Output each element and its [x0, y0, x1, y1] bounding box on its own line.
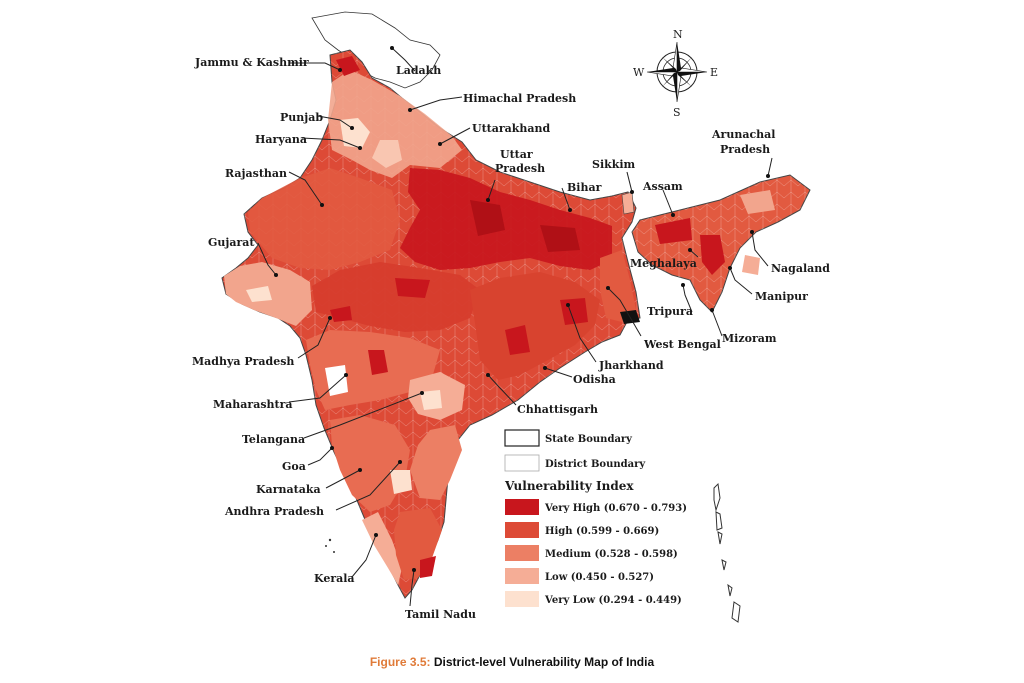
label-rajasthan: Rajasthan [225, 167, 287, 180]
compass-rose-icon [646, 41, 708, 103]
legend-state-boundary-swatch [504, 429, 540, 447]
label-west-bengal: West Bengal [643, 338, 721, 351]
label-kerala: Kerala [314, 572, 355, 585]
compass-e: E [710, 66, 718, 79]
region-kerala [362, 512, 402, 585]
region-andhra [410, 425, 462, 500]
label-karnataka: Karnataka [256, 483, 321, 496]
legend-district-boundary: District Boundary [545, 459, 646, 470]
label-pradesh-up: Pradesh [495, 162, 545, 175]
label-maharashtra: Maharashtra [213, 398, 293, 411]
legend-class-label: Low (0.450 - 0.527) [545, 572, 654, 583]
label-bihar: Bihar [567, 181, 602, 194]
andaman-islands [713, 482, 741, 623]
label-jharkhand: Jharkhand [598, 359, 664, 372]
compass-n: N [673, 28, 683, 41]
label-mizoram: Mizoram [722, 332, 777, 345]
legend-state-boundary: State Boundary [545, 434, 633, 445]
label-haryana: Haryana [255, 133, 307, 146]
legend: State Boundary District Boundary Vulnera… [504, 429, 687, 607]
label-pradesh-ar: Pradesh [720, 143, 770, 156]
figure-caption: Figure 3.5: District-level Vulnerability… [0, 655, 1024, 669]
compass-w: W [633, 66, 645, 79]
figure-number: Figure 3.5: [369, 655, 431, 669]
figure-title: District-level Vulnerability Map of Indi… [433, 655, 655, 669]
label-jammu-kashmir: Jammu & Kashmir [194, 56, 309, 69]
label-madhya-pradesh: Madhya Pradesh [192, 355, 294, 368]
label-uttarakhand: Uttarakhand [472, 122, 551, 135]
legend-class-label: High (0.599 - 0.669) [545, 526, 659, 537]
label-gujarat: Gujarat [208, 236, 255, 249]
region-mp [312, 262, 480, 332]
compass-s: S [673, 106, 681, 119]
label-telangana: Telangana [242, 433, 305, 446]
region-north [328, 70, 462, 178]
legend-class-label: Very High (0.670 - 0.793) [544, 503, 687, 514]
lakshadweep-islands [325, 538, 335, 553]
region-east-central [470, 272, 600, 380]
label-ladakh: Ladakh [396, 64, 441, 77]
label-tripura: Tripura [647, 305, 693, 318]
region-west-bengal [600, 250, 636, 322]
label-punjab: Punjab [280, 111, 323, 124]
legend-district-boundary-swatch [504, 454, 540, 472]
region-tamilnadu [394, 508, 442, 580]
label-uttar: Uttar [500, 148, 533, 161]
legend-title: Vulnerability Index [504, 479, 634, 493]
legend-class-swatch [505, 499, 539, 515]
label-andhra-pradesh: Andhra Pradesh [224, 505, 324, 518]
label-nagaland: Nagaland [771, 262, 830, 275]
legend-class-swatch [505, 568, 539, 584]
legend-class-swatch [505, 591, 539, 607]
legend-class-swatch [505, 545, 539, 561]
label-odisha: Odisha [573, 373, 616, 386]
label-assam: Assam [642, 180, 683, 193]
region-karnataka [330, 415, 410, 512]
region-rajasthan [248, 168, 400, 270]
legend-class-label: Very Low (0.294 - 0.449) [544, 595, 682, 606]
label-himachal-pradesh: Himachal Pradesh [463, 92, 576, 105]
legend-class-label: Medium (0.528 - 0.598) [545, 549, 678, 560]
label-sikkim: Sikkim [592, 158, 636, 171]
label-arunachal: Arunachal [711, 128, 775, 141]
label-tamil-nadu: Tamil Nadu [405, 608, 476, 621]
legend-class-swatch [505, 522, 539, 538]
label-manipur: Manipur [755, 290, 808, 303]
label-meghalaya: Meghalaya [630, 257, 697, 270]
label-chhattisgarh: Chhattisgarh [517, 403, 598, 416]
label-goa: Goa [282, 460, 306, 473]
